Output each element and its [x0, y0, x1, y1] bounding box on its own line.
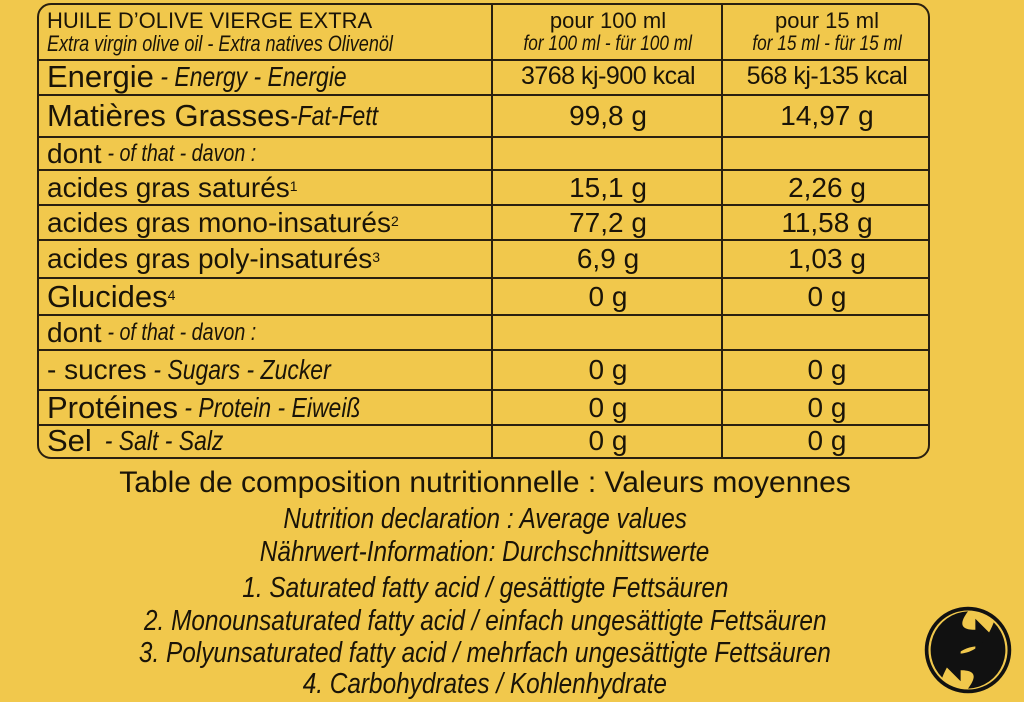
table-header-row: HUILE D’OLIVE VIERGE EXTRA Extra virgin … [39, 5, 928, 61]
footer-note: Nährwert-Information: Durchschnittswerte [0, 536, 970, 569]
nutrient-row: - sucres - Sugars - Zucker 0 g 0 g [39, 351, 928, 391]
nutrient-label: acides gras mono-insaturés [47, 206, 391, 238]
nutrient-label-translation: - Protein - Eiweiß [177, 391, 361, 423]
footer-note: Nutrition declaration : Average values [0, 503, 970, 536]
value-per-15ml: 11,58 g [781, 206, 873, 238]
nutrient-label: Energie [47, 58, 154, 94]
value-per-100ml: 6,9 g [576, 243, 640, 274]
nutrient-row: Protéines - Protein - Eiweiß 0 g 0 g [39, 389, 928, 426]
nutrient-row: dont - of that - davon : [39, 316, 928, 351]
nutrient-row: Matières Grasses -Fat-Fett 99,8 g 14,97 g [39, 96, 928, 138]
footer-note: 1. Saturated fatty acid / gesättigte Fet… [0, 572, 970, 605]
nutrient-label-cell: - sucres - Sugars - Zucker [47, 351, 492, 389]
value-per-15ml: 2,26 g [788, 171, 866, 203]
column-header-main: pour 15 ml [775, 8, 879, 34]
value-per-100ml: 15,1 g [569, 171, 647, 203]
value-per-15ml: 14,97 g [780, 100, 874, 131]
footer-note-text: Nutrition declaration : Average values [283, 503, 687, 535]
footer-note-text: 1. Saturated fatty acid / gesättigte Fet… [241, 572, 729, 604]
nutrient-label-cell: dont - of that - davon : [47, 316, 492, 349]
column-header-sub: for 15 ml - für 15 ml [752, 31, 902, 55]
nutrient-label: Matières Grasses [47, 98, 290, 133]
value-per-100ml: 3768 kj-900 kcal [520, 62, 696, 90]
nutrient-row: acides gras saturés 1 15,1 g 2,26 g [39, 171, 928, 206]
nutrient-label-cell: Glucides 4 [47, 279, 492, 314]
nutrient-label-translation: -Fat-Fett [289, 100, 378, 131]
nutrition-table: HUILE D’OLIVE VIERGE EXTRA Extra virgin … [37, 3, 930, 459]
value-per-100ml: 0 g [588, 280, 628, 312]
column-header-main: pour 100 ml [549, 8, 667, 34]
nutrient-label-cell: Energie - Energy - Energie [47, 59, 492, 94]
nutrient-row: dont - of that - davon : [39, 138, 928, 171]
nutrient-row: Sel - Salt - Salz 0 g 0 g [39, 423, 928, 458]
value-per-100ml [493, 316, 723, 349]
value-per-15ml: 0 g [807, 280, 847, 312]
product-name-fr: HUILE D’OLIVE VIERGE EXTRA [47, 7, 373, 33]
nutrient-label-cell: dont - of that - davon : [47, 138, 492, 169]
nutrient-label: acides gras saturés [47, 171, 290, 203]
footnote-ref: 3 [372, 249, 381, 265]
value-per-15ml [723, 316, 931, 349]
column-header-100ml: pour 100 ml for 100 ml - für 100 ml [493, 5, 723, 59]
product-name-en-de: Extra virgin olive oil - Extra natives O… [47, 31, 393, 56]
nutrient-label: dont [47, 316, 102, 348]
nutrient-label-cell: acides gras poly-insaturés 3 [47, 241, 492, 277]
value-per-15ml: 568 kj-135 kcal [746, 62, 908, 90]
nutrient-row: acides gras poly-insaturés 3 6,9 g 1,03 g [39, 241, 928, 279]
value-per-100ml: 99,8 g [569, 100, 647, 131]
footer-note-text: 2. Monounsaturated fatty acid / einfach … [143, 605, 827, 637]
nutrient-label: Protéines [47, 389, 178, 425]
nutrient-label-translation: - of that - davon : [101, 139, 256, 167]
footer-note-text: 4. Carbohydrates / Kohlenhydrate [302, 668, 668, 700]
footnote-ref: 1 [289, 177, 298, 194]
nutrient-label-cell: acides gras mono-insaturés 2 [47, 206, 492, 239]
value-per-100ml: 0 g [588, 425, 628, 456]
nutrient-row: Energie - Energy - Energie 3768 kj-900 k… [39, 59, 928, 96]
nutrient-label-cell: Sel - Salt - Salz [47, 423, 492, 458]
value-per-100ml: 77,2 g [569, 206, 647, 238]
footnote-ref: 4 [167, 286, 176, 303]
footer-title-text: Table de composition nutritionnelle : Va… [119, 466, 851, 499]
column-header-sub: for 100 ml - für 100 ml [523, 31, 693, 55]
value-per-15ml: 0 g [807, 354, 847, 385]
footnote-ref: 2 [390, 212, 399, 229]
footer-note-text: 3. Polyunsaturated fatty acid / mehrfach… [139, 637, 831, 669]
value-per-15ml: 0 g [807, 425, 847, 456]
nutrient-label-cell: acides gras saturés 1 [47, 171, 492, 204]
nutrient-label: acides gras poly-insaturés [47, 243, 373, 274]
nutrient-label: Sel [47, 423, 92, 458]
nutrient-row: Glucides 4 0 g 0 g [39, 279, 928, 316]
value-per-100ml: 0 g [588, 354, 628, 385]
product-name-cell: HUILE D’OLIVE VIERGE EXTRA Extra virgin … [47, 5, 492, 59]
value-per-100ml [493, 138, 723, 169]
nutrient-label: dont [47, 137, 102, 169]
nutrient-label-cell: Matières Grasses -Fat-Fett [47, 96, 492, 136]
nutrient-label-translation: - Energy - Energie [153, 60, 347, 92]
footer-note: 4. Carbohydrates / Kohlenhydrate [0, 668, 970, 701]
value-per-15ml: 0 g [807, 391, 847, 423]
nutrient-label-translation: - Salt - Salz [91, 425, 224, 456]
value-per-15ml [723, 138, 931, 169]
footer-note: 2. Monounsaturated fatty acid / einfach … [0, 605, 970, 638]
nutrient-label: - sucres [47, 354, 147, 385]
footer-note-text: Nährwert-Information: Durchschnittswerte [260, 536, 710, 568]
nutrient-row: acides gras mono-insaturés 2 77,2 g 11,58… [39, 206, 928, 241]
green-dot-recycling-icon [924, 606, 1012, 694]
footer-note: 3. Polyunsaturated fatty acid / mehrfach… [0, 637, 970, 670]
column-divider [721, 5, 723, 457]
value-per-15ml: 1,03 g [788, 243, 866, 274]
nutrient-label: Glucides [47, 278, 168, 314]
nutrient-label-translation: - Sugars - Zucker [146, 354, 331, 385]
value-per-100ml: 0 g [588, 391, 628, 423]
column-header-15ml: pour 15 ml for 15 ml - für 15 ml [723, 5, 931, 59]
nutrient-label-cell: Protéines - Protein - Eiweiß [47, 389, 492, 425]
column-divider [491, 5, 493, 457]
nutrient-label-translation: - of that - davon : [101, 318, 256, 346]
footer-title: Table de composition nutritionnelle : Va… [0, 466, 970, 500]
